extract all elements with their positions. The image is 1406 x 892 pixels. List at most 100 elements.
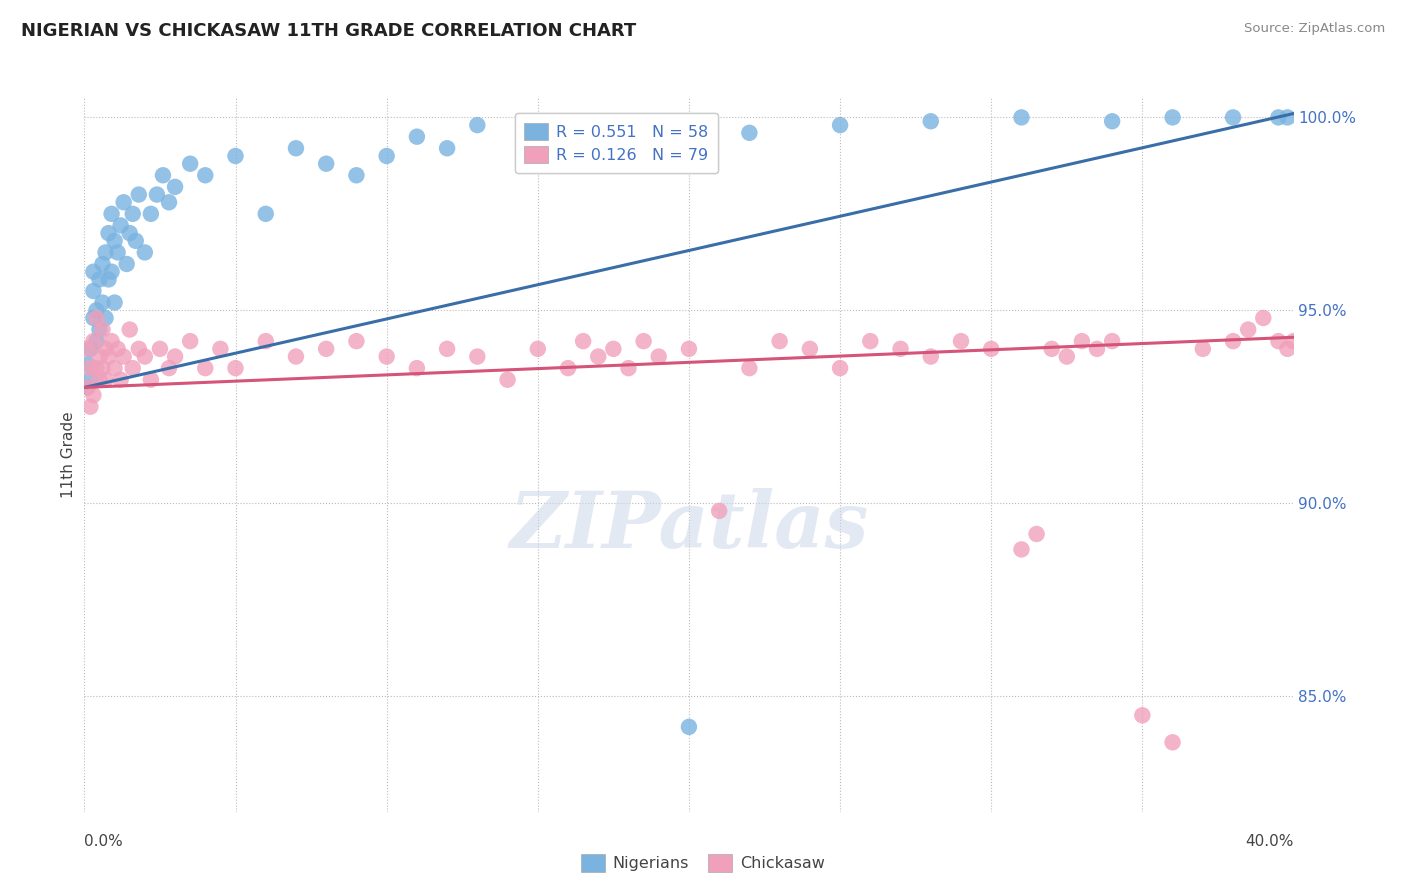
Point	[1222, 111, 1244, 125]
Point	[82, 284, 104, 298]
Point	[375, 149, 398, 163]
Point	[104, 295, 127, 310]
Point	[1253, 310, 1275, 325]
Point	[146, 187, 169, 202]
Point	[91, 257, 114, 271]
Point	[346, 168, 368, 182]
Point	[920, 114, 942, 128]
Point	[179, 157, 201, 171]
Text: NIGERIAN VS CHICKASAW 11TH GRADE CORRELATION CHART: NIGERIAN VS CHICKASAW 11TH GRADE CORRELA…	[21, 22, 637, 40]
Point	[152, 168, 174, 182]
Point	[738, 361, 761, 376]
Point	[110, 373, 132, 387]
Point	[315, 157, 337, 171]
Point	[89, 272, 111, 286]
Point	[165, 350, 187, 364]
Point	[1071, 334, 1094, 348]
Point	[527, 342, 550, 356]
Point	[112, 350, 135, 364]
Point	[315, 342, 337, 356]
Point	[209, 342, 232, 356]
Point	[980, 342, 1002, 356]
Point	[91, 295, 114, 310]
Point	[121, 207, 143, 221]
Point	[1011, 111, 1033, 125]
Point	[1101, 114, 1123, 128]
Point	[86, 310, 108, 325]
Point	[1313, 330, 1336, 344]
Point	[1327, 342, 1350, 356]
Point	[709, 504, 731, 518]
Point	[107, 245, 129, 260]
Point	[799, 342, 821, 356]
Point	[115, 257, 138, 271]
Point	[950, 334, 973, 348]
Point	[285, 350, 308, 364]
Point	[76, 380, 98, 394]
Point	[830, 361, 852, 376]
Point	[76, 342, 98, 356]
Point	[1192, 342, 1215, 356]
Point	[254, 207, 277, 221]
Point	[157, 195, 180, 210]
Point	[79, 400, 101, 414]
Point	[100, 265, 122, 279]
Point	[107, 342, 129, 356]
Text: Source: ZipAtlas.com: Source: ZipAtlas.com	[1244, 22, 1385, 36]
Point	[76, 380, 98, 394]
Point	[179, 334, 201, 348]
Point	[97, 226, 120, 240]
Point	[225, 361, 247, 376]
Point	[149, 342, 172, 356]
Legend: R = 0.551   N = 58, R = 0.126   N = 79: R = 0.551 N = 58, R = 0.126 N = 79	[515, 113, 718, 173]
Y-axis label: 11th Grade: 11th Grade	[60, 411, 76, 499]
Point	[496, 373, 519, 387]
Text: ZIPatlas: ZIPatlas	[509, 488, 869, 565]
Text: 40.0%: 40.0%	[1246, 834, 1294, 849]
Point	[859, 334, 882, 348]
Point	[110, 219, 132, 233]
Point	[678, 342, 700, 356]
Point	[89, 373, 111, 387]
Point	[104, 234, 127, 248]
Point	[1267, 111, 1289, 125]
Point	[1298, 322, 1320, 336]
Point	[97, 350, 120, 364]
Point	[165, 179, 187, 194]
Point	[225, 149, 247, 163]
Point	[738, 126, 761, 140]
Point	[139, 207, 162, 221]
Point	[112, 195, 135, 210]
Point	[79, 361, 101, 376]
Point	[1011, 542, 1033, 557]
Point	[1237, 322, 1260, 336]
Point	[97, 272, 120, 286]
Point	[1277, 342, 1299, 356]
Point	[617, 361, 640, 376]
Point	[194, 361, 217, 376]
Text: 0.0%: 0.0%	[84, 834, 124, 849]
Point	[82, 265, 104, 279]
Point	[1025, 527, 1047, 541]
Point	[194, 168, 217, 182]
Point	[134, 245, 156, 260]
Point	[125, 234, 148, 248]
Point	[86, 334, 108, 348]
Point	[406, 361, 429, 376]
Point	[1282, 334, 1305, 348]
Point	[648, 350, 671, 364]
Point	[467, 350, 489, 364]
Point	[436, 342, 458, 356]
Point	[1161, 111, 1184, 125]
Point	[830, 118, 852, 132]
Point	[82, 334, 104, 348]
Point	[1056, 350, 1078, 364]
Point	[920, 350, 942, 364]
Point	[588, 350, 610, 364]
Point	[572, 334, 595, 348]
Point	[134, 350, 156, 364]
Point	[1130, 708, 1153, 723]
Point	[91, 361, 114, 376]
Point	[118, 226, 141, 240]
Point	[157, 361, 180, 376]
